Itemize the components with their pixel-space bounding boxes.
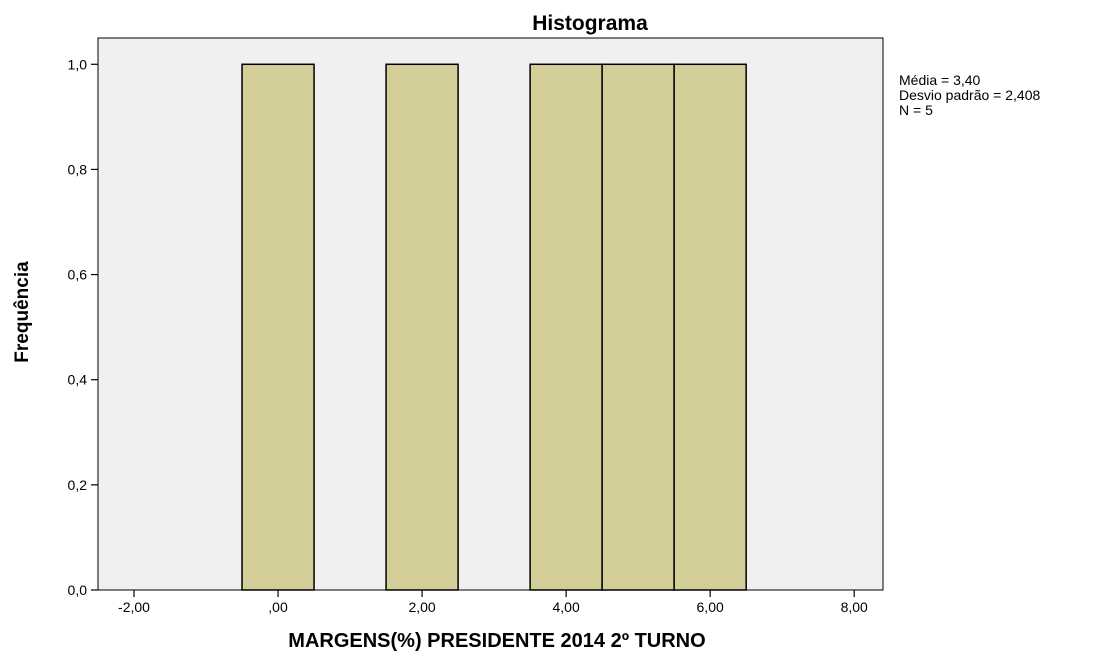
histogram-bar-3 <box>601 63 675 591</box>
histogram-bar-0 <box>241 63 315 591</box>
x-tick-label-1: ,00 <box>268 599 288 615</box>
y-tick-label-4: 0,8 <box>68 161 88 177</box>
x-tick-label-2: 2,00 <box>408 599 435 615</box>
y-tick-label-5: 1,0 <box>68 56 88 72</box>
y-axis: 0,0 0,2 0,4 0,6 0,8 1,0 <box>68 56 98 598</box>
histogram-bar-2 <box>529 63 603 591</box>
y-tick-label-1: 0,2 <box>68 477 88 493</box>
x-tick-label-4: 6,00 <box>697 599 724 615</box>
histogram-bar-4 <box>673 63 747 591</box>
y-tick-label-3: 0,6 <box>68 267 88 283</box>
x-tick-label-3: 4,00 <box>552 599 579 615</box>
stats-std: Desvio padrão = 2,408 <box>899 87 1040 103</box>
y-axis-label: Frequência <box>12 261 33 363</box>
x-tick-label-0: -2,00 <box>118 599 150 615</box>
x-axis-label: MARGENS(%) PRESIDENTE 2014 2º TURNO <box>288 630 705 652</box>
stats-box: Média = 3,40 Desvio padrão = 2,408 N = 5 <box>899 72 1040 118</box>
stats-n: N = 5 <box>899 102 933 118</box>
x-tick-label-5: 8,00 <box>841 599 868 615</box>
stats-mean: Média = 3,40 <box>899 72 981 88</box>
bars-group <box>241 63 747 591</box>
plot-area <box>97 37 884 591</box>
y-tick-label-2: 0,4 <box>68 372 88 388</box>
x-axis: -2,00 ,00 2,00 4,00 6,00 8,00 <box>118 590 868 615</box>
chart-title: Histograma <box>532 12 648 35</box>
y-tick-label-0: 0,0 <box>68 582 88 598</box>
histogram-bar-1 <box>385 63 459 591</box>
